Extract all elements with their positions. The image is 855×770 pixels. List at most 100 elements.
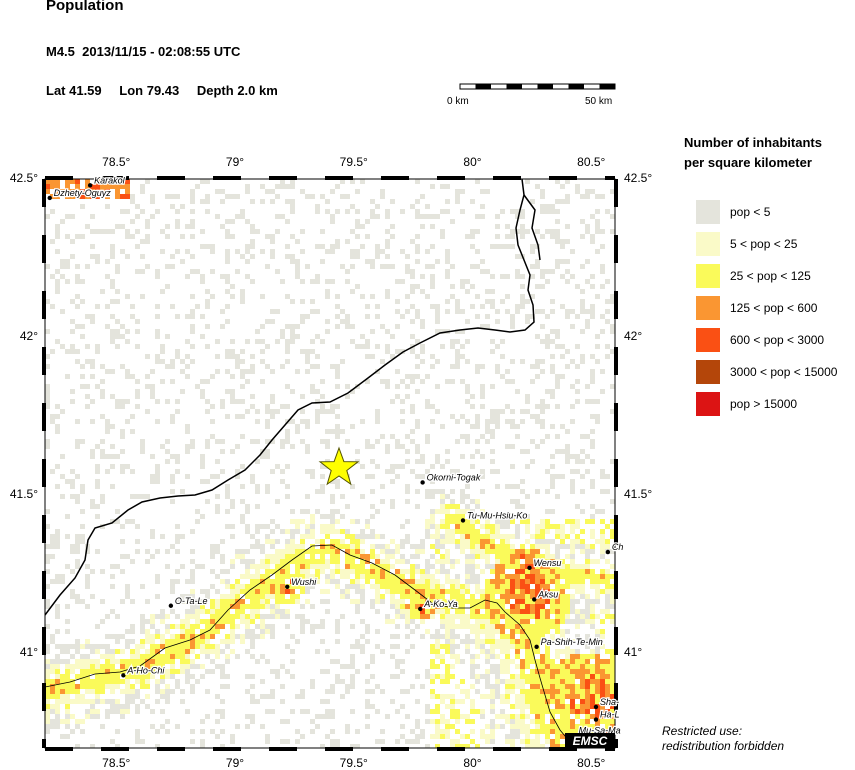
- population-cell: [75, 194, 80, 199]
- population-cell: [565, 309, 570, 314]
- population-cell: [330, 729, 335, 734]
- population-cell: [190, 224, 195, 229]
- population-cell: [250, 224, 255, 229]
- population-cell: [45, 399, 50, 404]
- population-cell: [250, 674, 255, 679]
- population-cell: [55, 464, 60, 469]
- population-cell: [585, 704, 590, 709]
- population-cell: [205, 209, 210, 214]
- population-cell: [495, 414, 500, 419]
- population-cell: [350, 644, 355, 649]
- population-cell: [270, 584, 275, 589]
- population-cell: [95, 714, 100, 719]
- population-cell: [280, 329, 285, 334]
- population-cell: [130, 694, 135, 699]
- population-cell: [315, 579, 320, 584]
- population-cell: [270, 624, 275, 629]
- population-cell: [125, 464, 130, 469]
- population-cell: [580, 729, 585, 734]
- population-cell: [430, 634, 435, 639]
- population-cell: [115, 699, 120, 704]
- population-cell: [380, 584, 385, 589]
- population-cell: [480, 604, 485, 609]
- population-cell: [525, 539, 530, 544]
- population-cell: [595, 644, 600, 649]
- population-cell: [540, 619, 545, 624]
- population-cell: [280, 179, 285, 184]
- population-cell: [85, 664, 90, 669]
- population-cell: [50, 709, 55, 714]
- population-cell: [335, 414, 340, 419]
- population-cell: [440, 344, 445, 349]
- population-cell: [535, 579, 540, 584]
- population-cell: [265, 534, 270, 539]
- population-cell: [565, 224, 570, 229]
- population-cell: [550, 724, 555, 729]
- population-cell: [435, 314, 440, 319]
- population-cell: [335, 344, 340, 349]
- population-cell: [125, 694, 130, 699]
- population-cell: [150, 674, 155, 679]
- population-cell: [110, 369, 115, 374]
- city-label: Karakol: [94, 175, 126, 185]
- population-cell: [355, 539, 360, 544]
- population-cell: [225, 259, 230, 264]
- population-cell: [80, 204, 85, 209]
- population-cell: [470, 304, 475, 309]
- population-cell: [570, 569, 575, 574]
- population-cell: [295, 529, 300, 534]
- population-cell: [355, 234, 360, 239]
- population-cell: [115, 659, 120, 664]
- population-cell: [605, 524, 610, 529]
- population-cell: [540, 669, 545, 674]
- population-cell: [455, 584, 460, 589]
- population-cell: [440, 584, 445, 589]
- population-cell: [130, 629, 135, 634]
- population-cell: [270, 709, 275, 714]
- population-cell: [490, 244, 495, 249]
- population-cell: [335, 294, 340, 299]
- population-cell: [175, 614, 180, 619]
- population-cell: [315, 209, 320, 214]
- population-cell: [430, 224, 435, 229]
- population-cell: [435, 744, 440, 748]
- population-cell: [585, 644, 590, 649]
- population-cell: [510, 229, 515, 234]
- population-cell: [440, 614, 445, 619]
- population-cell: [410, 349, 415, 354]
- population-cell: [375, 439, 380, 444]
- population-cell: [355, 189, 360, 194]
- population-cell: [460, 599, 465, 604]
- population-cell: [180, 624, 185, 629]
- population-cell: [585, 609, 590, 614]
- population-cell: [605, 594, 610, 599]
- population-cell: [275, 524, 280, 529]
- population-cell: [310, 529, 315, 534]
- population-cell: [245, 649, 250, 654]
- population-cell: [210, 404, 215, 409]
- population-cell: [45, 699, 50, 704]
- population-cell: [375, 644, 380, 649]
- population-cell: [490, 699, 495, 704]
- population-cell: [200, 589, 205, 594]
- population-cell: [250, 564, 255, 569]
- population-cell: [160, 659, 165, 664]
- population-cell: [430, 274, 435, 279]
- population-cell: [485, 564, 490, 569]
- population-cell: [265, 449, 270, 454]
- population-cell: [580, 549, 585, 554]
- population-cell: [560, 574, 565, 579]
- population-cell: [555, 674, 560, 679]
- population-cell: [55, 189, 60, 194]
- population-cell: [85, 194, 90, 199]
- population-cell: [220, 609, 225, 614]
- population-cell: [435, 529, 440, 534]
- population-cell: [440, 209, 445, 214]
- population-cell: [150, 474, 155, 479]
- population-cell: [560, 564, 565, 569]
- population-cell: [245, 339, 250, 344]
- population-cell: [600, 469, 605, 474]
- population-cell: [475, 214, 480, 219]
- population-cell: [595, 674, 600, 679]
- population-cell: [310, 519, 315, 524]
